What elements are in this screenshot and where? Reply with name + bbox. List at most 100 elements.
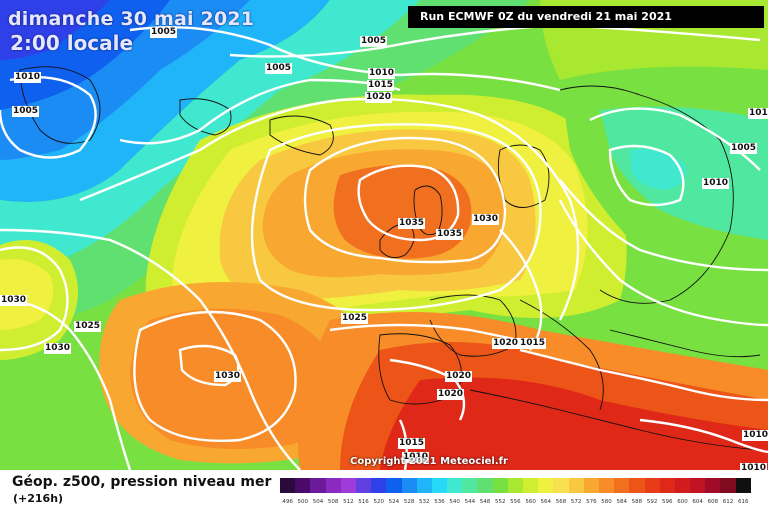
isobar-label: 1020 xyxy=(437,389,465,400)
scale-tick-label: 560 xyxy=(525,499,536,505)
isobar-label: 1015 xyxy=(398,438,426,449)
isobar-label: 1025 xyxy=(74,321,102,332)
scale-swatch: 540 xyxy=(447,478,463,505)
forecast-time: 2:00 locale xyxy=(10,31,134,55)
scale-tick-label: 500 xyxy=(297,499,309,505)
scale-swatch: 584 xyxy=(614,478,630,505)
scale-swatch: 524 xyxy=(386,478,402,505)
legend-title: Géop. z500, pression niveau mer xyxy=(12,474,272,490)
scale-tick-label: 568 xyxy=(555,499,567,505)
scale-swatch: 556 xyxy=(507,478,523,505)
scale-tick-label: 616 xyxy=(737,499,749,505)
scale-swatch: 576 xyxy=(583,478,599,505)
scale-swatch: 512 xyxy=(340,478,356,505)
scale-swatch: 608 xyxy=(705,478,721,505)
copyright: Copyright 2021 Meteociel.fr xyxy=(350,456,508,467)
scale-tick-label: 608 xyxy=(707,499,719,505)
scale-swatch: 600 xyxy=(674,478,691,505)
isobar-label: 1010 xyxy=(368,68,396,79)
scale-swatch: 544 xyxy=(462,478,478,505)
isobar-label: 1010 xyxy=(402,452,430,463)
isobar-label: 1030 xyxy=(214,371,242,382)
scale-tick-label: 552 xyxy=(494,499,506,505)
isobar-label: 1020 xyxy=(445,371,473,382)
scale-swatch: 580 xyxy=(598,478,615,505)
scale-tick-label: 592 xyxy=(646,499,658,505)
scale-tick-label: 576 xyxy=(586,499,597,505)
scale-swatch: 496 xyxy=(280,478,296,505)
scale-tick-label: 584 xyxy=(616,499,627,505)
scale-tick-label: 516 xyxy=(358,499,369,505)
scale-tick-label: 588 xyxy=(631,499,643,505)
scale-swatch: 564 xyxy=(538,478,554,505)
scale-tick-label: 604 xyxy=(692,499,703,505)
isobar-label: 1035 xyxy=(398,218,426,229)
scale-swatch: 572 xyxy=(568,478,584,505)
isobar-label: 1030 xyxy=(0,295,28,306)
scale-tick-label: 524 xyxy=(388,499,400,505)
scale-tick-label: 556 xyxy=(510,499,521,505)
scale-swatch: 596 xyxy=(659,478,675,505)
scale-tick-label: 496 xyxy=(282,499,293,505)
legend-subtitle: (+216h) xyxy=(13,492,64,505)
scale-swatch: 568 xyxy=(553,478,569,505)
scale-tick-label: 540 xyxy=(449,499,460,505)
scale-swatch: 516 xyxy=(355,478,372,505)
scale-swatch: 612 xyxy=(720,478,736,505)
scale-tick-label: 600 xyxy=(677,499,688,505)
isobar-label: 1005 xyxy=(150,27,178,38)
scale-swatch: 560 xyxy=(523,478,539,505)
scale-tick-label: 548 xyxy=(479,499,491,505)
run-info-box: Run ECMWF 0Z du vendredi 21 mai 2021 xyxy=(408,6,764,28)
isobar-label: 1020 xyxy=(365,92,393,103)
scale-tick-label: 596 xyxy=(662,499,673,505)
scale-tick-label: 544 xyxy=(464,499,476,505)
color-scale: 496 500 504 508 512 516 520 524 528 532 536 540 544 5… xyxy=(280,478,751,505)
scale-swatch: 504 xyxy=(310,478,326,505)
isobar-label: 1030 xyxy=(472,214,500,225)
scale-tick-label: 520 xyxy=(373,499,384,505)
scale-swatch: 552 xyxy=(492,478,508,505)
run-info-text: Run ECMWF 0Z du vendredi 21 mai 2021 xyxy=(420,10,672,23)
isobar-label: 1035 xyxy=(436,229,464,240)
isobar-label: 1005 xyxy=(12,106,40,117)
isobar-label: 1010 xyxy=(740,463,768,470)
scale-swatch: 548 xyxy=(477,478,493,505)
isobar-label: 1030 xyxy=(44,343,72,354)
geopotential-field xyxy=(0,0,768,470)
scale-swatch: 528 xyxy=(401,478,417,505)
isobar-label: 1020 xyxy=(492,338,520,349)
scale-tick-label: 512 xyxy=(343,499,354,505)
scale-tick-label: 580 xyxy=(601,499,612,505)
scale-tick-label: 504 xyxy=(312,499,324,505)
scale-swatch: 592 xyxy=(644,478,660,505)
forecast-map: dimanche 30 mai 2021 2:00 locale Run ECM… xyxy=(0,0,768,470)
isobar-label: 1010 xyxy=(14,72,42,83)
scale-tick-label: 508 xyxy=(327,499,339,505)
scale-swatch: 604 xyxy=(690,478,706,505)
isobar-label: 1010 xyxy=(702,178,730,189)
isobar-label: 1025 xyxy=(341,313,369,324)
isobar-label: 1015 xyxy=(748,108,768,119)
scale-tick-label: 564 xyxy=(540,499,552,505)
scale-tick-label: 572 xyxy=(570,499,582,505)
isobar-label: 1015 xyxy=(519,338,547,349)
isobar-label: 1015 xyxy=(367,80,395,91)
scale-swatch: 588 xyxy=(629,478,645,505)
scale-swatch: 508 xyxy=(325,478,341,505)
scale-swatch: 536 xyxy=(431,478,448,505)
scale-tick-label: 528 xyxy=(403,499,415,505)
scale-swatch: 520 xyxy=(371,478,387,505)
forecast-date: dimanche 30 mai 2021 xyxy=(8,8,255,30)
scale-swatch: 500 xyxy=(295,478,311,505)
scale-swatch: 616 xyxy=(735,478,751,505)
isobar-label: 1005 xyxy=(265,63,293,74)
scale-tick-label: 536 xyxy=(434,499,445,505)
scale-tick-label: 612 xyxy=(722,499,734,505)
scale-swatch: 532 xyxy=(416,478,432,505)
isobar-label: 1005 xyxy=(360,36,388,47)
scale-tick-label: 532 xyxy=(419,499,430,505)
isobar-label: 1005 xyxy=(730,143,758,154)
isobar-label: 1010 xyxy=(742,430,768,441)
